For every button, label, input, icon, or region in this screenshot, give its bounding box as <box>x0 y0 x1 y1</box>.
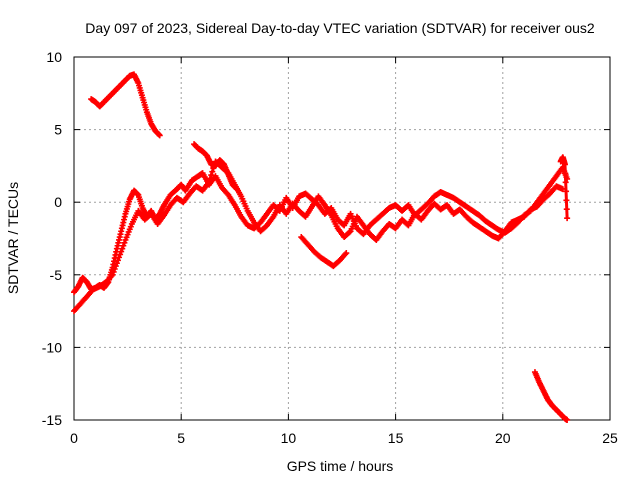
series-track-e <box>298 234 350 270</box>
chart-title: Day 097 of 2023, Sidereal Day-to-day VTE… <box>85 20 595 36</box>
series-trace <box>72 160 564 313</box>
x-tick-label: 15 <box>388 430 404 446</box>
y-tick-label: 0 <box>54 194 62 210</box>
series-track-d <box>191 141 240 193</box>
series-trace <box>300 236 348 268</box>
x-tick-label: 25 <box>602 430 618 446</box>
y-tick-label: 5 <box>54 122 62 138</box>
grid <box>74 57 610 420</box>
x-tick-label: 0 <box>70 430 78 446</box>
y-tick-label: -10 <box>42 339 62 355</box>
series-trace <box>192 143 239 191</box>
x-tick-label: 5 <box>177 430 185 446</box>
x-tick-label: 20 <box>495 430 511 446</box>
series-trace <box>72 165 569 294</box>
series-track-a <box>71 164 571 296</box>
series-track-b <box>71 158 566 315</box>
x-tick-label: 10 <box>281 430 297 446</box>
series-track-c <box>88 71 163 139</box>
y-axis-label: SDTVAR / TECUs <box>5 182 21 294</box>
y-axis: -15 -10 -5 0 5 10 <box>42 49 610 428</box>
x-axis: 0 5 10 15 20 25 <box>70 57 618 446</box>
series-track-g <box>557 154 571 222</box>
series-track-f <box>531 369 571 423</box>
series-trace <box>90 72 161 137</box>
plot-frame <box>73 56 611 421</box>
y-tick-label: -15 <box>42 412 62 428</box>
y-tick-label: 10 <box>46 49 62 65</box>
series-trace <box>559 155 569 219</box>
x-axis-label: GPS time / hours <box>287 458 394 474</box>
series-trace <box>533 371 569 422</box>
y-tick-label: -5 <box>50 267 63 283</box>
data-series <box>71 71 571 423</box>
